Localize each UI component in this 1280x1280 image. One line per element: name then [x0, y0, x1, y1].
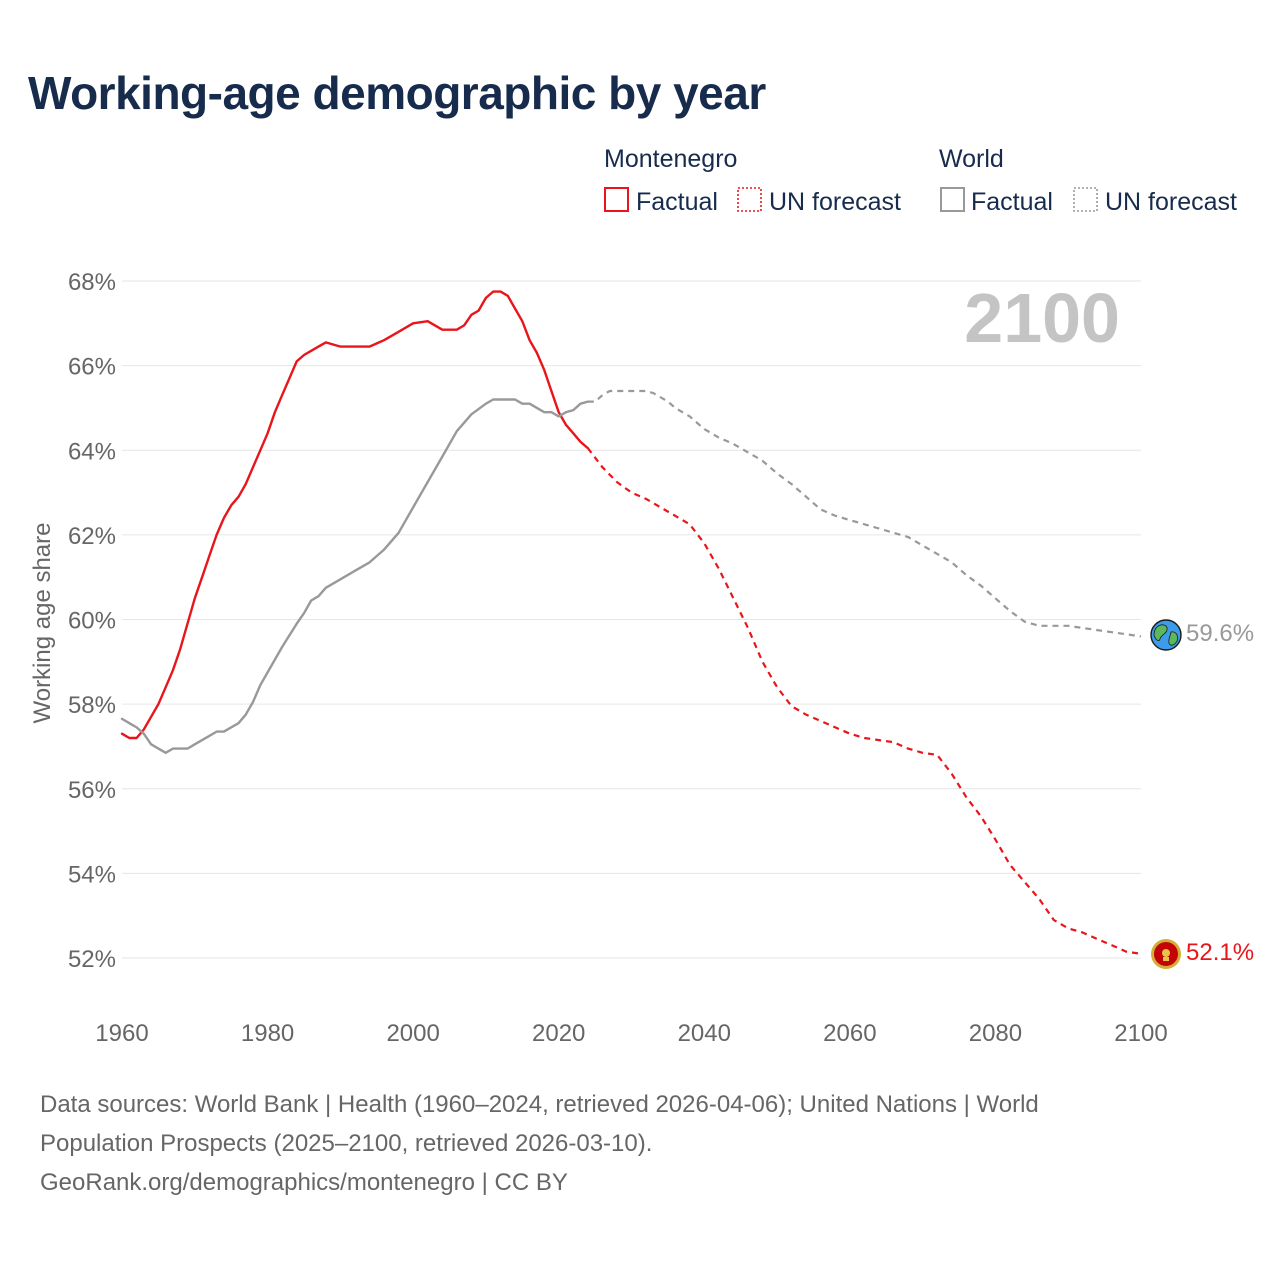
legend-label-montenegro-factual[interactable]: Factual	[636, 188, 718, 216]
montenegro-end-label: 52.1%	[1186, 939, 1254, 966]
x-tick-label: 1960	[95, 1020, 148, 1047]
y-tick-label: 52%	[68, 946, 116, 973]
y-tick-label: 66%	[68, 354, 116, 381]
y-tick-label: 62%	[68, 523, 116, 550]
y-axis-title: Working age share	[29, 523, 56, 724]
x-tick-label: 2020	[532, 1020, 585, 1047]
x-tick-label: 2060	[823, 1020, 876, 1047]
source-line-3: GeoRank.org/demographics/montenegro | CC…	[40, 1169, 568, 1196]
x-tick-label: 2100	[1114, 1020, 1167, 1047]
legend-group-world: World	[939, 145, 1004, 173]
montenegro-flag-icon	[1151, 939, 1181, 969]
series-montenegro-forecast[interactable]	[586, 447, 1142, 955]
globe-icon	[1150, 619, 1182, 651]
series-montenegro-factual[interactable]	[120, 290, 589, 740]
legend-label-world-factual[interactable]: Factual	[971, 188, 1053, 216]
series-world-factual[interactable]	[120, 398, 589, 754]
y-tick-label: 58%	[68, 692, 116, 719]
y-axis: 52% 54% 56% 58% 60% 62% 64% 66% 68%	[68, 269, 116, 973]
x-tick-label: 1980	[241, 1020, 294, 1047]
legend-swatch-world-factual[interactable]	[940, 187, 965, 212]
gridlines	[122, 280, 1141, 959]
legend-label-montenegro-forecast[interactable]: UN forecast	[769, 188, 901, 216]
legend-swatch-montenegro-forecast[interactable]	[737, 187, 762, 212]
series-lines	[120, 290, 1142, 955]
x-tick-label: 2080	[969, 1020, 1022, 1047]
y-tick-label: 54%	[68, 861, 116, 888]
chart-title: Working-age demographic by year	[28, 67, 766, 119]
source-line-2: Population Prospects (2025–2100, retriev…	[40, 1130, 653, 1157]
legend-group-montenegro: Montenegro	[604, 145, 737, 173]
legend-swatch-montenegro-factual[interactable]	[604, 187, 629, 212]
legend[interactable]: Montenegro Factual UN forecast World Fac…	[604, 145, 1237, 216]
y-tick-label: 64%	[68, 438, 116, 465]
y-tick-label: 68%	[68, 269, 116, 296]
legend-label-world-forecast[interactable]: UN forecast	[1105, 188, 1237, 216]
y-tick-label: 56%	[68, 777, 116, 804]
current-year-label: 2100	[964, 279, 1120, 357]
x-tick-label: 2040	[678, 1020, 731, 1047]
y-tick-label: 60%	[68, 608, 116, 635]
x-tick-label: 2000	[386, 1020, 439, 1047]
series-world-forecast[interactable]	[587, 389, 1142, 638]
legend-swatch-world-forecast[interactable]	[1073, 187, 1098, 212]
world-end-label: 59.6%	[1186, 620, 1254, 647]
source-note: Data sources: World Bank | Health (1960–…	[40, 1085, 1200, 1202]
x-axis: 1960 1980 2000 2020 2040 2060 2080 2100	[95, 1020, 1167, 1047]
source-line-1: Data sources: World Bank | Health (1960–…	[40, 1091, 1039, 1118]
